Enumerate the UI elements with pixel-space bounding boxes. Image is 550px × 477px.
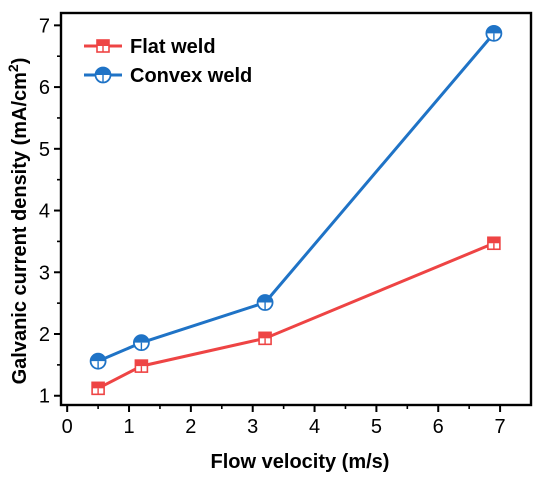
legend: Flat weld Convex weld bbox=[84, 36, 252, 87]
data-point-convex-weld bbox=[132, 334, 150, 352]
marker-fill bbox=[259, 332, 272, 339]
y-tick-label: 6 bbox=[39, 77, 50, 99]
y-tick-label: 7 bbox=[39, 15, 50, 37]
y-tick-label: 4 bbox=[39, 201, 50, 223]
series-line-flat-weld bbox=[97, 241, 495, 390]
x-tick-label: 2 bbox=[185, 416, 196, 438]
x-axis-title: Flow velocity (m/s) bbox=[211, 451, 390, 473]
data-point-flat-weld bbox=[134, 359, 149, 373]
y-tick-label: 1 bbox=[39, 386, 50, 408]
marker-fill bbox=[486, 25, 502, 34]
plot-border bbox=[59, 11, 533, 407]
x-tick-label: 3 bbox=[247, 416, 258, 438]
y-axis-title: Galvanic current density (mA/cm2) bbox=[5, 58, 31, 385]
data-point-flat-weld bbox=[258, 331, 272, 346]
series-layer bbox=[89, 24, 503, 396]
data-point-flat-weld bbox=[487, 236, 501, 251]
legend-label: Flat weld bbox=[130, 36, 216, 58]
x-tick-label: 6 bbox=[433, 416, 444, 438]
series-line-convex-weld bbox=[97, 32, 496, 363]
data-point-flat-weld bbox=[91, 381, 105, 396]
legend-marker bbox=[96, 39, 110, 53]
data-point-convex-weld bbox=[89, 352, 107, 370]
x-tick-label: 0 bbox=[62, 416, 73, 438]
y-tick-label: 3 bbox=[39, 262, 50, 284]
y-axis: 1 2 3 4 5 6 7 bbox=[39, 15, 61, 408]
plot-frame bbox=[59, 11, 533, 407]
marker-fill bbox=[133, 335, 149, 343]
data-point-convex-weld bbox=[485, 24, 503, 42]
legend-item-convex-weld: Convex weld bbox=[84, 65, 252, 87]
x-axis: 0 1 2 3 4 5 6 7 bbox=[62, 405, 506, 438]
x-tick-label: 4 bbox=[309, 416, 320, 438]
y-tick-label: 2 bbox=[39, 324, 50, 346]
series-flat-weld bbox=[91, 236, 501, 396]
legend-label: Convex weld bbox=[130, 65, 252, 87]
marker-fill bbox=[95, 67, 111, 75]
series-convex-weld bbox=[89, 24, 503, 370]
y-tick-label: 5 bbox=[39, 139, 50, 161]
marker-fill bbox=[257, 295, 273, 303]
marker-fill bbox=[92, 382, 105, 389]
x-tick-label: 7 bbox=[495, 416, 506, 438]
marker-fill bbox=[97, 40, 109, 46]
marker-fill bbox=[135, 360, 148, 367]
legend-item-flat-weld: Flat weld bbox=[84, 36, 216, 58]
data-point-convex-weld bbox=[256, 294, 274, 311]
y-axis-title-superscript: 2 bbox=[5, 64, 21, 72]
y-axis-title-main: Galvanic current density (mA/cm bbox=[9, 72, 31, 384]
marker-fill bbox=[90, 353, 106, 362]
x-tick-label: 5 bbox=[371, 416, 382, 438]
x-tick-label: 1 bbox=[123, 416, 134, 438]
y-axis-title-suffix: ) bbox=[9, 58, 31, 65]
marker-fill bbox=[487, 237, 500, 244]
legend-marker bbox=[94, 66, 112, 84]
